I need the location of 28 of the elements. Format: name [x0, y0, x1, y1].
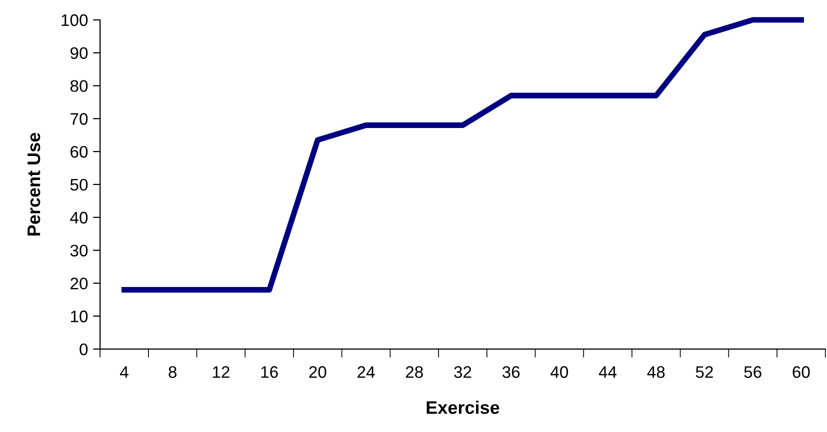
x-tick-label: 32	[454, 366, 472, 378]
x-tick-label: 8	[168, 366, 177, 378]
x-tick-label: 28	[406, 366, 423, 378]
y-tick-label: 70	[70, 113, 88, 125]
y-tick-label: 10	[70, 310, 88, 322]
y-tick-label: 60	[70, 146, 88, 158]
x-tick-label: 4	[120, 366, 128, 378]
x-axis-title: Exercise	[426, 400, 500, 414]
y-tick-label: 20	[70, 278, 88, 290]
x-tick-label: 20	[309, 366, 326, 378]
y-tick-label: 40	[70, 212, 88, 224]
y-tick-label: 90	[70, 47, 88, 59]
y-tick-label: 80	[70, 80, 88, 92]
x-tick-label: 56	[744, 366, 762, 378]
y-tick-label: 30	[70, 244, 88, 257]
x-tick-label: 24	[358, 366, 375, 378]
y-tick-label: 50	[70, 178, 88, 191]
x-tick-label: 16	[261, 366, 278, 378]
x-tick-label: 48	[647, 366, 665, 378]
y-axis-title: Percent Use	[28, 132, 40, 236]
y-tick-label: 0	[80, 343, 88, 356]
x-tick-label: 40	[550, 366, 568, 378]
y-tick-label: 100	[62, 14, 88, 26]
x-tick-label: 36	[502, 366, 520, 378]
x-tick-label: 52	[696, 366, 713, 378]
x-tick-label: 12	[212, 366, 230, 378]
x-tick-label: 44	[598, 366, 617, 378]
x-tick-label: 60	[792, 366, 810, 378]
